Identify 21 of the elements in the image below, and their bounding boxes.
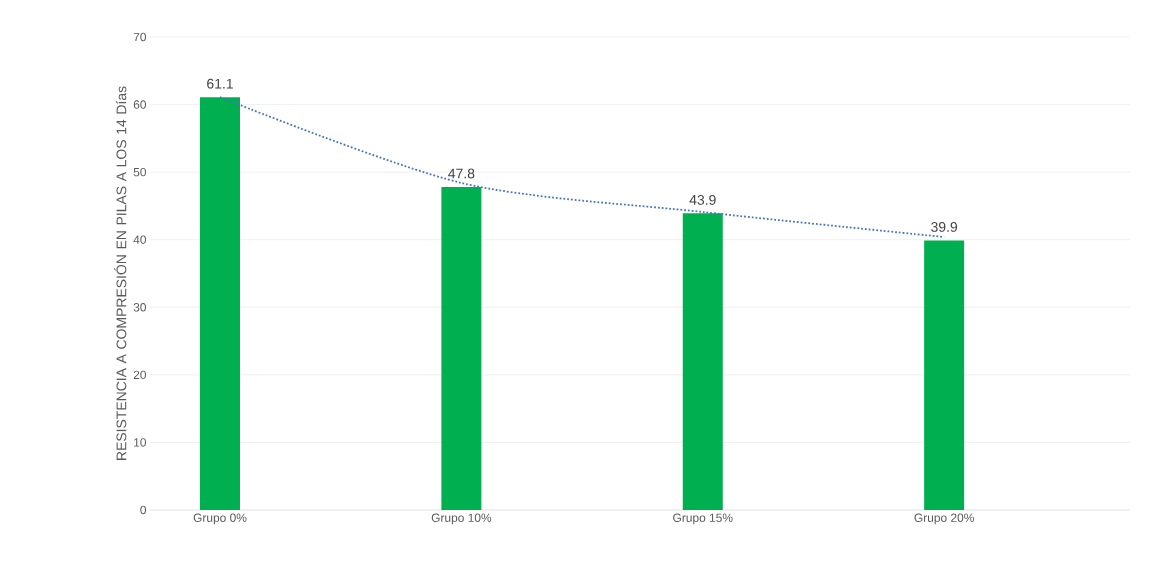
data-label: 39.9 [931, 221, 958, 232]
x-tick-label: Grupo 10% [431, 513, 492, 525]
bar [441, 187, 482, 510]
y-tick-label: 40 [133, 235, 147, 244]
y-tick-label: 70 [133, 32, 147, 42]
y-tick-label: 10 [134, 438, 147, 447]
y-tick-label: 30 [133, 303, 147, 312]
x-tick-label: Grupo 0% [193, 513, 247, 525]
bar [200, 97, 240, 510]
x-tick-label: Grupo 20% [914, 513, 974, 525]
y-tick-label: 0 [140, 505, 147, 515]
data-label: 47.8 [448, 168, 475, 179]
data-label: 43.9 [689, 194, 716, 205]
y-tick-label: 50 [133, 167, 147, 177]
y-tick-label: 20 [133, 370, 147, 380]
data-label: 61.1 [207, 78, 233, 89]
bar [682, 213, 723, 510]
y-tick-label: 60 [133, 100, 147, 109]
x-tick-label: Grupo 15% [673, 513, 733, 525]
bar [924, 240, 965, 510]
y-axis-title: RESISTENCIA A COMPRESIÓN EN PILAS A LOS 14 Días [114, 86, 127, 460]
